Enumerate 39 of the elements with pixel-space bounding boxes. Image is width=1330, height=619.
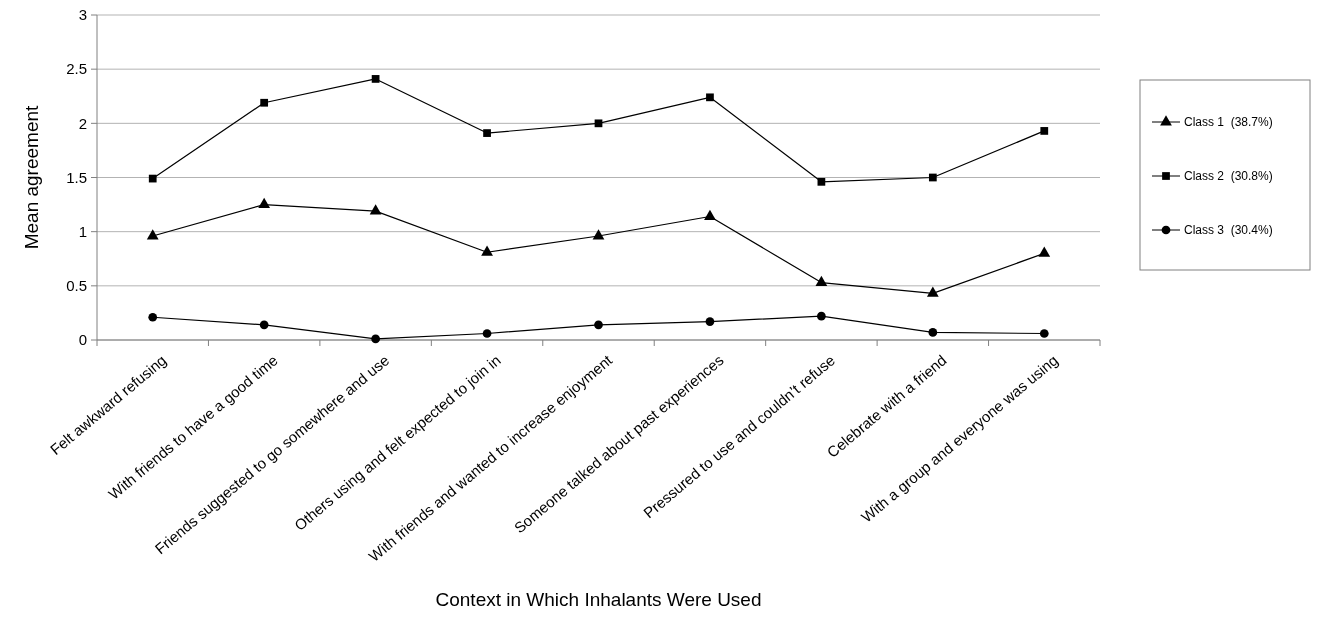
y-tick-label: 0.5	[66, 277, 87, 295]
point	[926, 286, 939, 297]
point	[815, 275, 828, 286]
y-tick-label: 1	[78, 222, 87, 240]
point	[817, 311, 826, 321]
point	[481, 245, 493, 256]
x-axis-title: Context in Which Inhalants Were Used	[435, 589, 762, 610]
point	[482, 329, 492, 338]
point	[146, 229, 159, 240]
point	[483, 129, 491, 137]
point	[592, 229, 605, 240]
y-tick-label: 2	[78, 114, 87, 132]
y-tick-label: 2.5	[66, 60, 87, 78]
point	[148, 312, 158, 322]
y-tick-label: 0	[78, 331, 87, 349]
y-axis-title: Mean agreement	[21, 104, 42, 250]
point	[260, 98, 269, 107]
point	[706, 93, 714, 102]
point	[594, 320, 603, 330]
legend-label: Class 3 (30.4%)	[1184, 223, 1273, 238]
point	[148, 174, 157, 183]
y-tick-label: 3	[78, 6, 87, 24]
y-tick-label: 1.5	[66, 168, 87, 186]
point	[928, 173, 937, 182]
point	[371, 334, 380, 344]
point	[259, 320, 269, 330]
point	[371, 75, 380, 83]
point	[817, 177, 826, 186]
point	[928, 328, 938, 337]
point	[705, 317, 715, 326]
legend-label: Class 1 (38.7%)	[1184, 115, 1273, 130]
point	[1040, 127, 1049, 135]
legend-label: Class 2 (30.8%)	[1184, 169, 1273, 184]
point	[369, 204, 382, 215]
point	[258, 197, 271, 208]
point	[594, 119, 603, 128]
point	[1039, 329, 1049, 338]
point	[1038, 246, 1051, 257]
point	[704, 209, 716, 220]
